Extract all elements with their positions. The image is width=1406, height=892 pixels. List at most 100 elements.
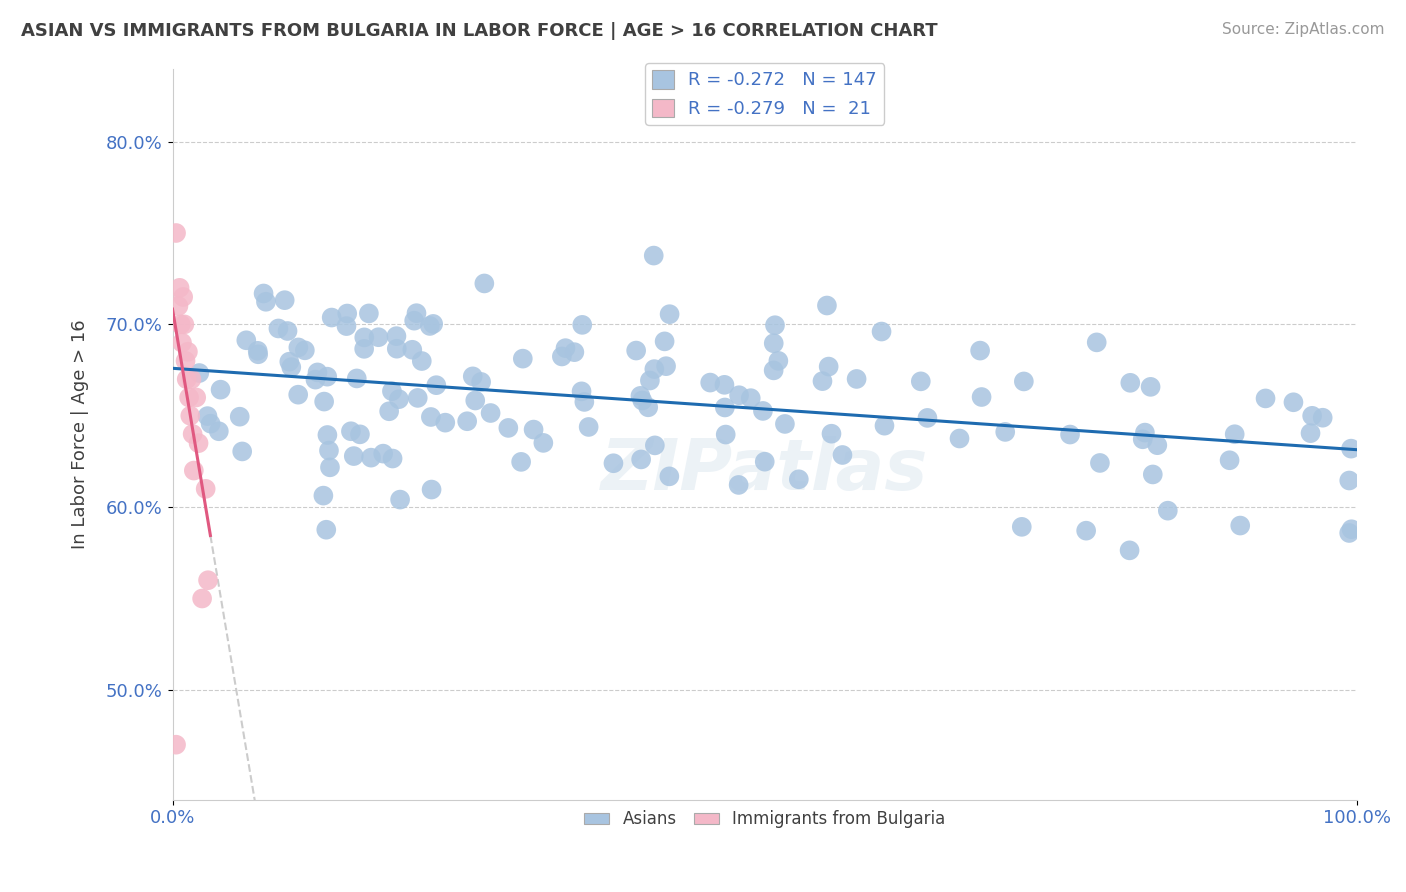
Point [170, 335, 193, 350]
Point [479, 406, 502, 420]
Point [186, 391, 208, 405]
Point [229, 409, 252, 424]
Point [714, 401, 737, 415]
Point [815, 298, 838, 312]
Point [353, 342, 375, 356]
Point [318, 443, 340, 458]
Point [336, 306, 359, 320]
Point [367, 330, 389, 344]
Point [637, 401, 659, 415]
Point [378, 404, 401, 418]
Point [170, 318, 193, 332]
Point [316, 369, 339, 384]
Point [571, 318, 593, 332]
Point [655, 359, 678, 374]
Point [181, 427, 204, 442]
Point [654, 334, 676, 349]
Point [280, 360, 302, 375]
Point [1312, 410, 1334, 425]
Point [252, 286, 274, 301]
Point [405, 306, 427, 320]
Point [464, 393, 486, 408]
Point [870, 325, 893, 339]
Point [1301, 409, 1323, 423]
Point [183, 464, 205, 478]
Point [1223, 427, 1246, 442]
Point [1339, 526, 1361, 541]
Point [179, 409, 201, 423]
Point [574, 395, 596, 409]
Point [360, 450, 382, 465]
Point [177, 391, 200, 405]
Point [385, 329, 408, 343]
Point [273, 293, 295, 308]
Point [1340, 442, 1362, 456]
Point [512, 351, 534, 366]
Point [571, 384, 593, 399]
Point [1282, 395, 1305, 409]
Point [287, 387, 309, 401]
Point [209, 383, 232, 397]
Point [1119, 376, 1142, 390]
Point [231, 444, 253, 458]
Point [188, 366, 211, 380]
Point [917, 411, 939, 425]
Point [1059, 427, 1081, 442]
Point [388, 392, 411, 407]
Point [314, 394, 336, 409]
Point [1088, 456, 1111, 470]
Point [246, 343, 269, 358]
Point [411, 354, 433, 368]
Point [763, 318, 786, 333]
Point [385, 342, 408, 356]
Point [631, 393, 654, 408]
Point [307, 366, 329, 380]
Point [165, 738, 187, 752]
Point [197, 409, 219, 423]
Point [353, 330, 375, 344]
Point [208, 424, 231, 438]
Point [349, 427, 371, 442]
Point [1011, 520, 1033, 534]
Point [531, 436, 554, 450]
Point [169, 281, 191, 295]
Point [420, 483, 443, 497]
Point [1118, 543, 1140, 558]
Point [389, 492, 412, 507]
Point [970, 390, 993, 404]
Point [167, 299, 190, 313]
Point [401, 343, 423, 357]
Point [754, 455, 776, 469]
Point [811, 374, 834, 388]
Point [304, 373, 326, 387]
Point [316, 428, 339, 442]
Point [1339, 474, 1361, 488]
Point [910, 375, 932, 389]
Point [381, 384, 404, 399]
Point [845, 372, 868, 386]
Point [187, 436, 209, 450]
Point [472, 277, 495, 291]
Y-axis label: In Labor Force | Age > 16: In Labor Force | Age > 16 [72, 319, 89, 549]
Point [624, 343, 647, 358]
Text: ASIAN VS IMMIGRANTS FROM BULGARIA IN LABOR FORCE | AGE > 16 CORRELATION CHART: ASIAN VS IMMIGRANTS FROM BULGARIA IN LAB… [21, 22, 938, 40]
Point [294, 343, 316, 358]
Point [630, 452, 652, 467]
Point [658, 469, 681, 483]
Point [177, 344, 200, 359]
Point [312, 489, 335, 503]
Text: Source: ZipAtlas.com: Source: ZipAtlas.com [1222, 22, 1385, 37]
Point [419, 318, 441, 333]
Point [381, 451, 404, 466]
Point [740, 391, 762, 405]
Point [762, 363, 785, 377]
Point [602, 456, 624, 470]
Point [357, 306, 380, 320]
Point [434, 416, 457, 430]
Point [319, 460, 342, 475]
Point [1340, 522, 1362, 536]
Point [1132, 432, 1154, 446]
Point [197, 573, 219, 587]
Point [831, 448, 853, 462]
Point [425, 378, 447, 392]
